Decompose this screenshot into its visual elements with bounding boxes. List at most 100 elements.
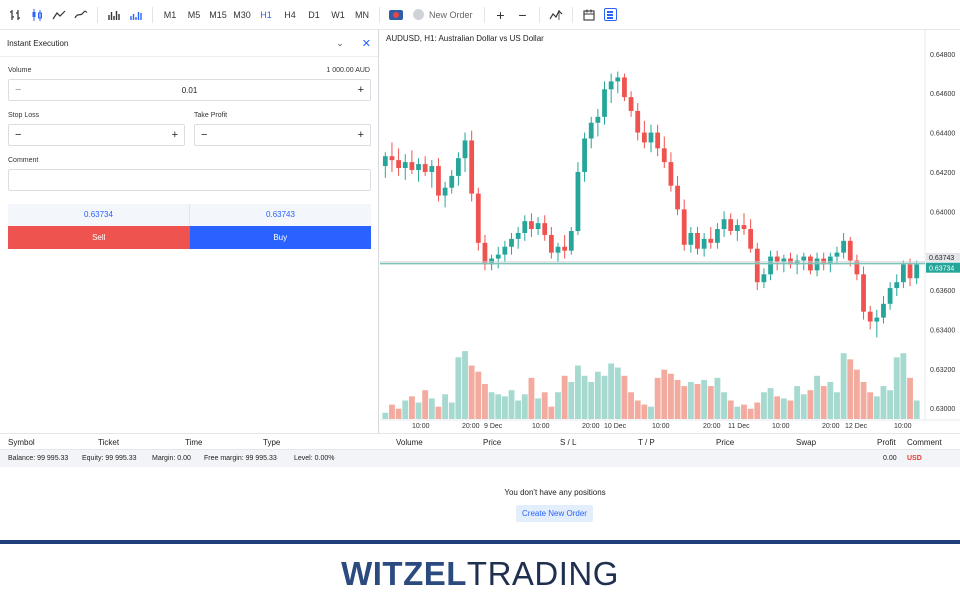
take-profit-increase-button[interactable]: + (357, 129, 364, 141)
volume-bar (707, 386, 714, 419)
line-chart-icon[interactable] (48, 3, 70, 27)
candle-body (734, 225, 740, 231)
timeframe-m1[interactable]: M1 (163, 9, 177, 20)
column-time[interactable]: Time (185, 438, 203, 447)
trade-buttons: Sell Buy (8, 226, 371, 249)
volume-label: Volume (8, 67, 32, 74)
toolbar-divider (152, 6, 153, 23)
sell-button[interactable]: Sell (8, 226, 190, 249)
execution-type-select[interactable]: Instant Execution (7, 38, 69, 48)
create-new-order-button[interactable]: Create New Order (516, 505, 593, 522)
volume-bar (448, 402, 455, 419)
volume-bar (880, 386, 887, 419)
column-take-profit[interactable]: T / P (638, 438, 655, 447)
time-tick-label: 10:00 (652, 423, 670, 430)
volume-decrease-button[interactable]: − (15, 84, 22, 96)
column-symbol[interactable]: Symbol (8, 438, 35, 447)
candle-body (688, 232, 694, 245)
candle-body (881, 303, 886, 318)
candle-body (449, 175, 455, 188)
timeframe-h4[interactable]: H4 (284, 9, 296, 20)
volumes-icon[interactable] (103, 3, 125, 27)
candle-body (409, 162, 415, 170)
column-profit[interactable]: Profit (877, 438, 896, 447)
timeframe-d1[interactable]: D1 (308, 9, 320, 20)
stop-loss-stepper[interactable]: − + (8, 124, 185, 146)
new-order-label: New Order (429, 9, 473, 20)
volume-bar (807, 390, 814, 419)
column-price[interactable]: Price (483, 438, 502, 447)
volume-bar (482, 384, 488, 419)
volume-bar (395, 408, 402, 419)
candle-body (482, 242, 488, 265)
volume-input[interactable]: 0.01 (181, 85, 198, 95)
bid-price: 0.63734 (8, 204, 190, 226)
candle-body (575, 171, 581, 231)
area-chart-icon[interactable] (70, 3, 92, 27)
timeframe-h1[interactable]: H1 (260, 9, 272, 20)
calendar-icon[interactable] (578, 3, 600, 27)
indicators-icon[interactable] (545, 3, 567, 27)
candle-body (801, 256, 807, 261)
column-current-price[interactable]: Price (716, 438, 735, 447)
zoom-out-icon[interactable]: − (518, 6, 527, 23)
volume-bar (475, 371, 482, 419)
order-panel-icon[interactable] (600, 3, 622, 27)
candle-body (628, 97, 634, 111)
take-profit-stepper[interactable]: − + (194, 124, 371, 146)
take-profit-decrease-button[interactable]: − (201, 129, 208, 141)
volume-bar (887, 390, 894, 419)
timeframe-w1[interactable]: W1 (331, 9, 345, 20)
margin-value: Margin: 0.00 (152, 455, 191, 462)
candle-body (515, 232, 521, 239)
candlestick-icon[interactable] (26, 3, 48, 27)
column-comment[interactable]: Comment (907, 438, 942, 447)
buy-button[interactable]: Buy (189, 226, 371, 249)
stop-loss-decrease-button[interactable]: − (15, 129, 22, 141)
time-tick-label: 10:00 (772, 423, 790, 430)
column-volume[interactable]: Volume (396, 438, 423, 447)
order-panel-header: Instant Execution ⌄ ✕ (0, 30, 378, 57)
volume-bar (820, 386, 827, 419)
toolbar-divider (483, 6, 485, 23)
volume-bar (853, 369, 860, 419)
column-swap[interactable]: Swap (796, 438, 817, 447)
timeframe-m30[interactable]: M30 (233, 9, 251, 20)
candle-body (708, 238, 714, 243)
symbol-flag-icon[interactable] (385, 3, 407, 27)
zoom-in-icon[interactable]: + (496, 6, 505, 23)
volume-bar (415, 402, 422, 419)
candle-body (562, 246, 568, 251)
stop-loss-increase-button[interactable]: + (171, 129, 178, 141)
column-type[interactable]: Type (263, 438, 281, 447)
close-icon[interactable]: ✕ (361, 37, 371, 50)
new-order-icon (413, 9, 424, 20)
column-ticket[interactable]: Ticket (98, 438, 120, 447)
volume-bar (661, 369, 668, 419)
equity-value: Equity: 99 995.33 (82, 455, 137, 462)
tick-volumes-icon[interactable] (125, 3, 147, 27)
candle-body (768, 256, 773, 275)
volume-bar (754, 402, 761, 419)
chart-canvas[interactable]: 0.64800 0.64600 0.64400 0.64200 0.64000 0.636… (380, 30, 960, 433)
volume-bar (827, 381, 834, 419)
bar-chart-icon[interactable] (4, 3, 26, 27)
column-stop-loss[interactable]: S / L (560, 438, 577, 447)
volume-bar (495, 394, 502, 419)
volume-bar (734, 406, 741, 419)
ask-price-tag-label: 0.63743 (929, 255, 954, 262)
candle-body (661, 148, 667, 163)
timeframe-m15[interactable]: M15 (209, 9, 227, 20)
new-order-button[interactable]: New Order (407, 9, 479, 20)
toolbar-divider (538, 6, 540, 23)
price-chart[interactable]: 0.64800 0.64600 0.64400 0.64200 0.64000 0.636… (380, 30, 960, 433)
comment-field[interactable] (8, 169, 371, 191)
timeframe-m5[interactable]: M5 (187, 9, 201, 20)
chevron-down-icon[interactable]: ⌄ (336, 37, 344, 48)
volume-bar (654, 377, 661, 419)
volume-increase-button[interactable]: + (357, 84, 364, 96)
candle-body (907, 264, 913, 279)
volume-stepper[interactable]: − 0.01 + (8, 79, 371, 101)
candle-body (894, 282, 900, 289)
timeframe-mn[interactable]: MN (355, 9, 369, 20)
